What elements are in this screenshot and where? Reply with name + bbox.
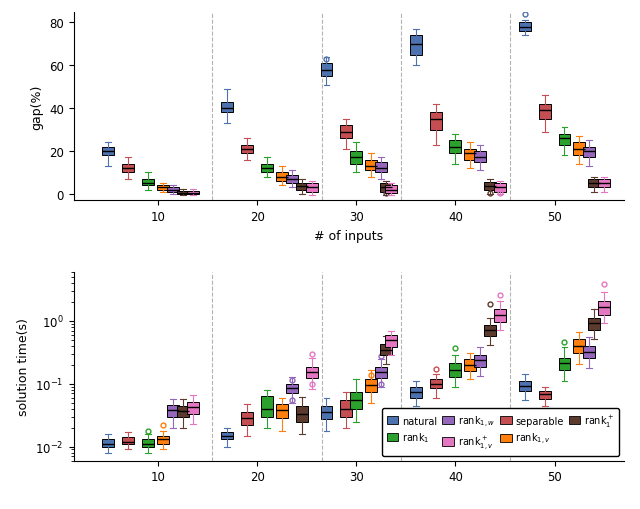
PathPatch shape xyxy=(157,186,169,190)
PathPatch shape xyxy=(177,406,189,417)
PathPatch shape xyxy=(573,143,586,156)
PathPatch shape xyxy=(296,184,308,190)
PathPatch shape xyxy=(429,380,442,388)
PathPatch shape xyxy=(385,335,397,347)
PathPatch shape xyxy=(340,126,352,139)
PathPatch shape xyxy=(321,64,332,77)
PathPatch shape xyxy=(573,340,586,353)
PathPatch shape xyxy=(276,404,288,419)
PathPatch shape xyxy=(365,160,377,171)
PathPatch shape xyxy=(559,134,570,146)
PathPatch shape xyxy=(429,113,442,130)
Y-axis label: gap(%): gap(%) xyxy=(31,84,44,129)
PathPatch shape xyxy=(559,358,570,371)
PathPatch shape xyxy=(598,180,610,188)
PathPatch shape xyxy=(102,148,115,156)
PathPatch shape xyxy=(380,345,392,355)
PathPatch shape xyxy=(276,173,288,182)
PathPatch shape xyxy=(122,438,134,444)
PathPatch shape xyxy=(340,400,352,417)
PathPatch shape xyxy=(350,152,362,164)
PathPatch shape xyxy=(410,387,422,398)
PathPatch shape xyxy=(221,102,233,113)
PathPatch shape xyxy=(187,191,198,194)
PathPatch shape xyxy=(306,367,317,379)
PathPatch shape xyxy=(519,23,531,32)
PathPatch shape xyxy=(539,391,550,399)
PathPatch shape xyxy=(365,380,377,392)
PathPatch shape xyxy=(519,381,531,391)
PathPatch shape xyxy=(494,184,506,192)
PathPatch shape xyxy=(102,440,115,447)
PathPatch shape xyxy=(494,310,506,322)
PathPatch shape xyxy=(261,164,273,173)
PathPatch shape xyxy=(598,302,610,315)
PathPatch shape xyxy=(286,384,298,393)
PathPatch shape xyxy=(321,406,332,419)
PathPatch shape xyxy=(539,105,550,120)
PathPatch shape xyxy=(296,406,308,422)
PathPatch shape xyxy=(167,405,179,417)
PathPatch shape xyxy=(588,180,600,188)
PathPatch shape xyxy=(385,186,397,193)
PathPatch shape xyxy=(449,141,461,154)
PathPatch shape xyxy=(167,188,179,192)
PathPatch shape xyxy=(177,191,189,194)
X-axis label: # of inputs: # of inputs xyxy=(314,229,383,242)
PathPatch shape xyxy=(474,152,486,162)
PathPatch shape xyxy=(583,148,595,158)
PathPatch shape xyxy=(306,184,317,192)
Legend: natural, rank$_1$, rank$_{1,w}$, rank$_{1,v}^+$, separable, rank$_{1,v}$, rank$_: natural, rank$_1$, rank$_{1,w}$, rank$_{… xyxy=(381,408,619,456)
PathPatch shape xyxy=(286,175,298,184)
PathPatch shape xyxy=(583,346,595,358)
PathPatch shape xyxy=(241,413,253,425)
PathPatch shape xyxy=(142,440,154,447)
PathPatch shape xyxy=(375,162,387,173)
PathPatch shape xyxy=(484,183,496,190)
PathPatch shape xyxy=(187,402,198,414)
PathPatch shape xyxy=(375,367,387,379)
PathPatch shape xyxy=(380,184,392,192)
PathPatch shape xyxy=(142,180,154,186)
PathPatch shape xyxy=(410,36,422,55)
PathPatch shape xyxy=(449,364,461,377)
PathPatch shape xyxy=(484,325,496,336)
PathPatch shape xyxy=(221,432,233,440)
PathPatch shape xyxy=(465,359,476,371)
PathPatch shape xyxy=(465,150,476,160)
Y-axis label: solution time(s): solution time(s) xyxy=(17,318,30,415)
PathPatch shape xyxy=(157,436,169,444)
PathPatch shape xyxy=(261,395,273,417)
PathPatch shape xyxy=(122,164,134,173)
PathPatch shape xyxy=(350,392,362,409)
PathPatch shape xyxy=(241,146,253,154)
PathPatch shape xyxy=(474,355,486,367)
PathPatch shape xyxy=(588,318,600,330)
